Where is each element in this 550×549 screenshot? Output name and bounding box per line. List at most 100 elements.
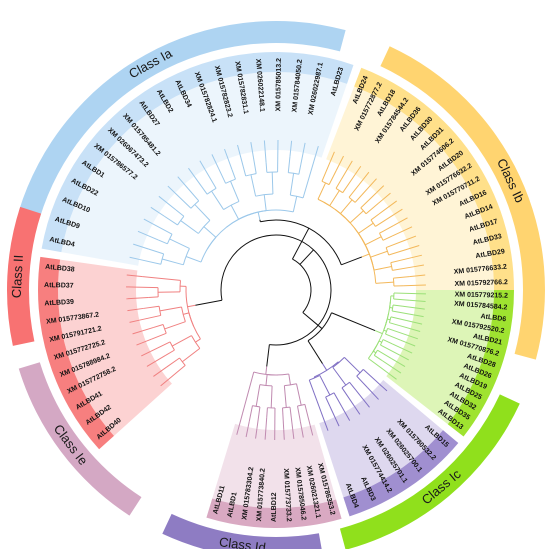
branch-tip xyxy=(177,176,189,190)
branch xyxy=(341,387,355,407)
backbone-arc xyxy=(220,234,332,346)
branch-arc xyxy=(379,339,384,346)
branch-tip xyxy=(402,305,425,310)
branch-tip xyxy=(353,405,361,415)
band-class-ic xyxy=(339,394,520,549)
branch-tip xyxy=(167,185,176,194)
branch xyxy=(266,407,268,418)
branch-arc xyxy=(309,374,321,381)
branch xyxy=(166,357,180,368)
branch xyxy=(250,174,257,197)
branch-tip xyxy=(126,297,149,300)
branch-clade-root xyxy=(322,363,328,371)
branch xyxy=(370,250,388,258)
branch xyxy=(180,220,199,234)
leaf-label: AtLBD6 xyxy=(480,313,506,323)
branch-arc xyxy=(356,369,364,377)
branch xyxy=(230,180,240,202)
branch-tip xyxy=(127,307,144,312)
leaf-label: XM 015779215.2 xyxy=(455,291,509,299)
branch-tip xyxy=(403,245,420,251)
branch-tip xyxy=(367,387,379,400)
branch-tip xyxy=(263,140,267,163)
branch-tip xyxy=(403,284,426,287)
branch-arc xyxy=(245,173,257,177)
branch xyxy=(211,190,224,210)
sector-inner-class-ii xyxy=(58,259,172,436)
branch-tip xyxy=(377,192,391,204)
branch-arc xyxy=(223,200,240,211)
branch-tip xyxy=(250,142,255,158)
branch-tip xyxy=(354,165,362,175)
branch-tip xyxy=(299,421,304,438)
branch-tip xyxy=(409,299,426,302)
branch xyxy=(298,164,302,175)
branch-tip xyxy=(264,417,268,440)
branch-tip xyxy=(409,274,426,278)
branch xyxy=(344,357,361,374)
backbone-branch xyxy=(266,344,270,367)
branch xyxy=(340,199,353,214)
leaf-label: XM 026022148.1 xyxy=(254,58,265,112)
branch xyxy=(139,314,161,321)
branch-tip xyxy=(160,379,169,387)
branch-tip xyxy=(391,226,413,237)
branch xyxy=(349,210,364,224)
leaf-label: XM 015773733.2 xyxy=(282,468,292,522)
branch xyxy=(373,354,383,362)
branch-arc xyxy=(162,324,167,334)
branch xyxy=(373,265,392,271)
branch xyxy=(360,192,377,209)
branch xyxy=(271,172,274,195)
leaf-label: AtLBD38 xyxy=(45,264,75,274)
leaf-label: AtLBD39 xyxy=(44,299,74,308)
branch-clade-root xyxy=(265,366,268,375)
leaf-label: AtLBD37 xyxy=(44,282,74,290)
branch-tip xyxy=(324,421,329,431)
sector-inner-class-id xyxy=(319,379,443,498)
branch xyxy=(203,226,217,238)
branch-tip xyxy=(376,185,385,193)
branch-tip xyxy=(406,235,417,241)
branch xyxy=(288,373,291,385)
branch-arc xyxy=(188,312,201,340)
branch xyxy=(358,222,374,234)
branch xyxy=(380,344,401,356)
backbone-branch xyxy=(331,312,376,332)
leaf-label: XM 015785013.2 xyxy=(275,58,283,112)
branch xyxy=(375,214,395,227)
branch xyxy=(393,276,410,279)
class-label-class-id: Class Id xyxy=(218,534,267,549)
sector-inner-class-ib xyxy=(326,86,494,291)
branch-clade-root xyxy=(257,211,261,220)
branch xyxy=(387,327,409,337)
branch xyxy=(153,324,164,328)
leaf-label: XM 015773840.2 xyxy=(256,468,267,522)
branch-tip xyxy=(150,206,165,217)
branch xyxy=(165,349,175,356)
branch xyxy=(335,179,342,189)
branch xyxy=(265,374,268,386)
branch xyxy=(248,405,253,422)
branch xyxy=(253,157,257,174)
branch xyxy=(296,383,302,406)
branch xyxy=(375,281,394,284)
branch xyxy=(256,406,261,429)
branch-tip xyxy=(393,208,403,216)
backbone-branch xyxy=(299,249,314,265)
band-class-ii xyxy=(6,206,42,346)
branch xyxy=(200,185,208,195)
sector-inner-class-ic xyxy=(386,290,494,425)
branch xyxy=(270,385,273,408)
branch xyxy=(283,385,287,408)
branch xyxy=(365,236,382,246)
branch-tip xyxy=(245,421,250,438)
branch-arc xyxy=(282,406,291,409)
branch-tip xyxy=(341,406,351,421)
branch xyxy=(148,248,164,255)
branch xyxy=(171,335,192,347)
branch xyxy=(393,298,410,301)
branch xyxy=(255,384,261,407)
branch xyxy=(319,375,331,396)
